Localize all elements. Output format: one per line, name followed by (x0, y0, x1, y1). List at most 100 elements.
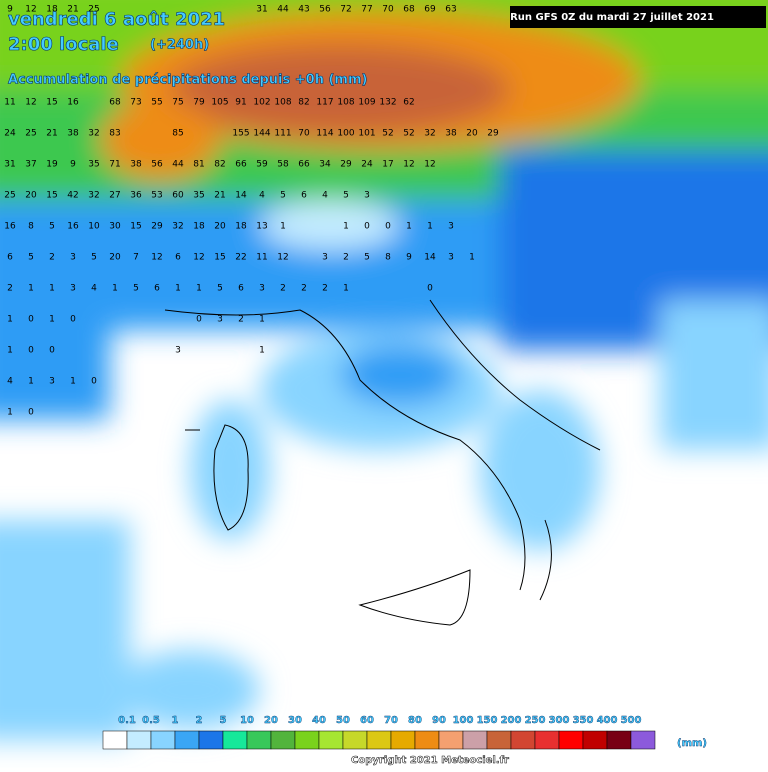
grid-value: 34 (319, 160, 331, 170)
grid-value: 0 (28, 408, 34, 418)
grid-value: 5 (280, 191, 286, 201)
grid-value: 1 (7, 408, 13, 418)
grid-value: 20 (109, 253, 121, 263)
date: vendredi 6 août 2021 (8, 9, 225, 30)
legend-label: 5 (220, 715, 227, 726)
legend: 0.1 0.5 1 2 5 10 20 30 40 50 60 70 80 90 100 150 200 250 3… (102, 715, 656, 750)
grid-value: 21 (214, 191, 225, 201)
grid-value: 68 (109, 98, 121, 108)
grid-value: 70 (382, 5, 394, 15)
grid-value: 2 (49, 253, 55, 263)
grid-value: 6 (154, 284, 160, 294)
grid-value: 69 (424, 5, 436, 15)
grid-value: 62 (403, 98, 414, 108)
grid-value: 0 (385, 222, 391, 232)
grid-value: 0 (427, 284, 433, 294)
grid-value: 53 (151, 191, 162, 201)
grid-value: 5 (91, 253, 97, 263)
grid-value: 56 (151, 160, 163, 170)
grid-value: 2 (343, 253, 349, 263)
legend-swatch (534, 730, 560, 750)
grid-value: 24 (4, 129, 16, 139)
grid-value: 3 (448, 253, 454, 263)
grid-value: 77 (361, 5, 372, 15)
legend-label: 10 (240, 715, 254, 726)
time: 2:00 locale (8, 34, 119, 55)
grid-value: 19 (46, 160, 58, 170)
grid-value: 75 (172, 98, 183, 108)
grid-value: 0 (91, 377, 97, 387)
grid-value: 1 (406, 222, 412, 232)
grid-value: 5 (28, 253, 34, 263)
grid-value: 18 (46, 5, 58, 15)
grid-value: 24 (361, 160, 373, 170)
grid-value: 102 (253, 98, 270, 108)
legend-swatch (630, 730, 656, 750)
grid-value: 25 (4, 191, 15, 201)
grid-value: 3 (217, 315, 223, 325)
legend-label: 40 (312, 715, 326, 726)
grid-value: 101 (358, 129, 375, 139)
grid-value: 91 (235, 98, 246, 108)
grid-value: 117 (316, 98, 333, 108)
grid-value: 83 (109, 129, 120, 139)
grid-value: 6 (238, 284, 244, 294)
island (185, 424, 249, 531)
grid-value: 38 (445, 129, 457, 139)
legend-swatch (246, 730, 272, 750)
grid-value: 42 (67, 191, 78, 201)
grid-value: 111 (274, 129, 291, 139)
grid-value: 15 (46, 191, 57, 201)
legend-label: 30 (288, 715, 302, 726)
grid-value: 1 (49, 315, 55, 325)
grid-value: 15 (130, 222, 141, 232)
legend-label: 60 (360, 715, 374, 726)
grid-value: 0 (364, 222, 370, 232)
grid-value: 85 (172, 129, 183, 139)
grid-value: 18 (193, 222, 205, 232)
grid-value: 20 (214, 222, 226, 232)
grid-value: 60 (172, 191, 184, 201)
grid-value: 35 (193, 191, 204, 201)
grid-value: 63 (445, 5, 456, 15)
grid-value: 20 (25, 191, 37, 201)
grid-value: 30 (109, 222, 121, 232)
grid-value: 35 (88, 160, 99, 170)
grid-value: 2 (238, 315, 244, 325)
legend-swatch (486, 730, 512, 750)
grid-value: 52 (403, 129, 414, 139)
run-label: Run GFS 0Z du mardi 27 juillet 2021 (510, 12, 714, 23)
grid-value: 6 (175, 253, 181, 263)
grid-value: 27 (109, 191, 120, 201)
grid-value: 32 (88, 129, 99, 139)
grid-value: 20 (466, 129, 478, 139)
grid-value: 0 (28, 346, 34, 356)
grid-value: 22 (235, 253, 246, 263)
grid-value: 66 (235, 160, 247, 170)
grid-value: 16 (67, 98, 79, 108)
legend-swatch (318, 730, 344, 750)
grid-value: 5 (343, 191, 349, 201)
legend-label: 2 (196, 715, 203, 726)
grid-value: 17 (382, 160, 393, 170)
legend-label: 300 (549, 715, 570, 726)
grid-value: 37 (25, 160, 36, 170)
grid-value: 12 (25, 5, 36, 15)
grid-value: 4 (322, 191, 328, 201)
grid-value: 12 (25, 98, 36, 108)
grid-value: 5 (364, 253, 370, 263)
island (358, 569, 471, 626)
grid-value: 1 (7, 346, 13, 356)
grid-value: 14 (235, 191, 247, 201)
grid-value: 5 (217, 284, 223, 294)
grid-value: 4 (259, 191, 265, 201)
grid-value: 70 (298, 129, 310, 139)
grid-value: 32 (88, 191, 99, 201)
grid-value: 3 (175, 346, 181, 356)
legend-label: 0.1 (118, 715, 136, 726)
legend-swatch (150, 730, 176, 750)
legend-label: 80 (408, 715, 422, 726)
grid-value: 1 (196, 284, 202, 294)
grid-value: 105 (211, 98, 228, 108)
